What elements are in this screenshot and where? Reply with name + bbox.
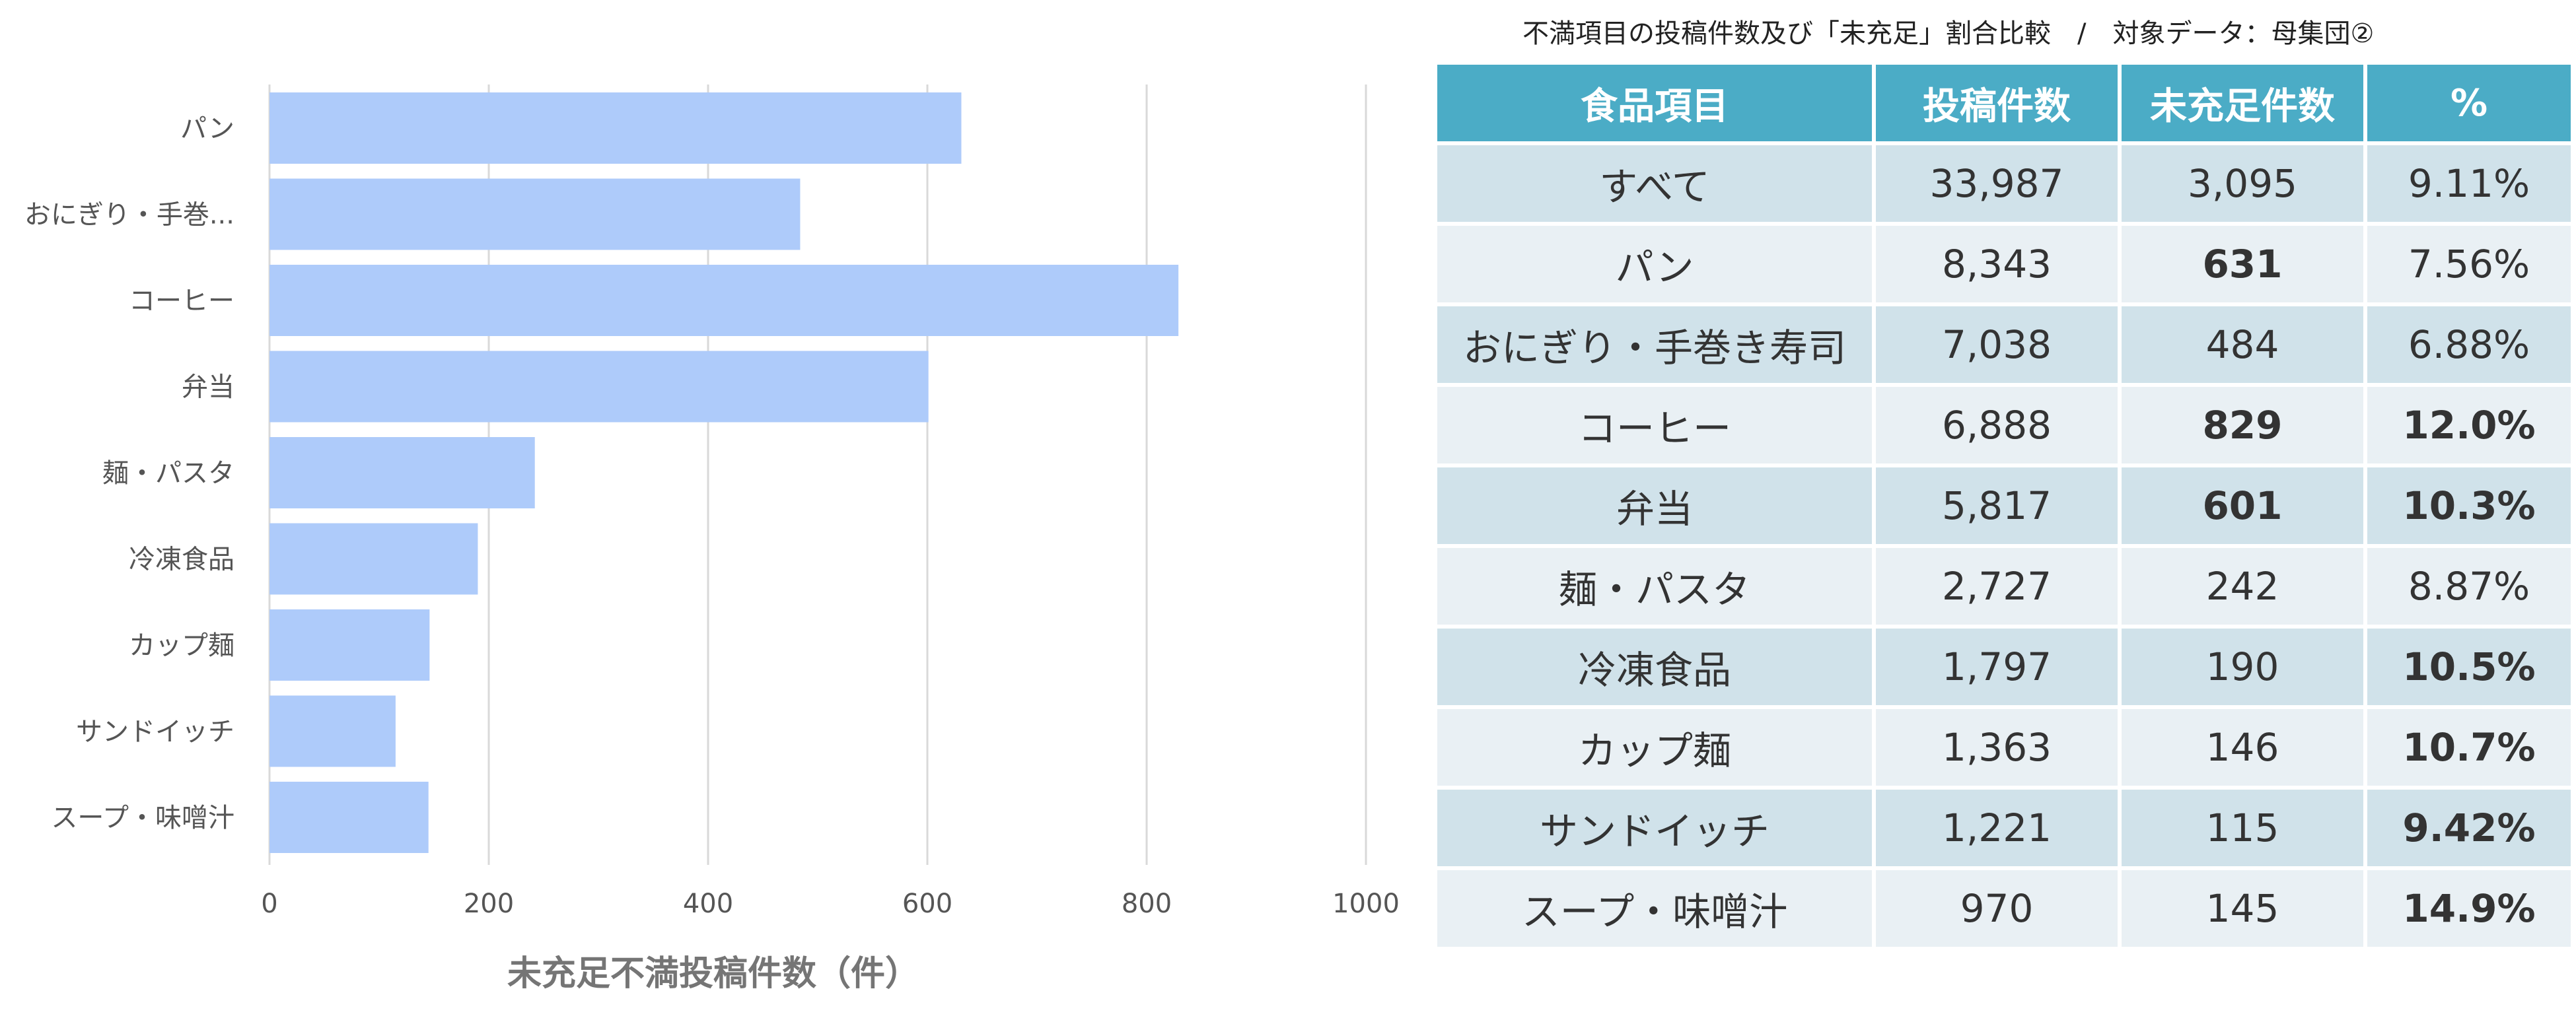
table-row: おにぎり・手巻き寿司 7,038 484 6.88% [1437, 306, 2571, 383]
cell-percent: 12.0% [2367, 387, 2571, 463]
x-tick-label: 1000 [1332, 889, 1400, 919]
category-label: おにぎり・手巻... [24, 200, 234, 230]
cell-item: コーヒー [1437, 387, 1872, 463]
cell-item: おにぎり・手巻き寿司 [1437, 306, 1872, 383]
header-unmet: 未充足件数 [2122, 65, 2363, 141]
category-label: パン [180, 114, 234, 144]
bar [269, 782, 429, 853]
x-tick-labels: 0 200 400 600 800 1000 [261, 889, 1400, 919]
cell-percent: 9.42% [2367, 790, 2571, 866]
cell-item: 麺・パスタ [1437, 548, 1872, 625]
x-tick-label: 0 [261, 889, 277, 919]
cell-percent: 6.88% [2367, 306, 2571, 383]
x-tick-label: 800 [1122, 889, 1172, 919]
cell-unmet: 115 [2122, 790, 2363, 866]
cell-item: カップ麺 [1437, 709, 1872, 786]
table-row: 麺・パスタ 2,727 242 8.87% [1437, 548, 2571, 625]
cell-unmet: 146 [2122, 709, 2363, 786]
category-label: サンドイッチ [76, 717, 234, 747]
cell-item: スープ・味噌汁 [1437, 870, 1872, 947]
cell-percent: 10.7% [2367, 709, 2571, 786]
category-label: 麺・パスタ [102, 458, 234, 489]
category-label: 弁当 [182, 372, 234, 403]
category-label: スープ・味噌汁 [51, 803, 234, 833]
table-row: スープ・味噌汁 970 145 14.9% [1437, 870, 2571, 947]
category-label: カップ麺 [129, 631, 234, 661]
header-posts: 投稿件数 [1876, 65, 2118, 141]
cell-unmet: 484 [2122, 306, 2363, 383]
cell-posts: 2,727 [1876, 548, 2118, 625]
x-tick-label: 600 [902, 889, 952, 919]
cell-unmet: 601 [2122, 467, 2363, 544]
cell-posts: 7,038 [1876, 306, 2118, 383]
cell-percent: 10.3% [2367, 467, 2571, 544]
bar [269, 695, 396, 767]
header-item: 食品項目 [1437, 65, 1872, 141]
table-row: サンドイッチ 1,221 115 9.42% [1437, 790, 2571, 866]
cell-posts: 1,363 [1876, 709, 2118, 786]
table-header-row: 食品項目 投稿件数 未充足件数 % [1437, 65, 2571, 141]
cell-item: 弁当 [1437, 467, 1872, 544]
cell-unmet: 145 [2122, 870, 2363, 947]
x-tick-label: 200 [464, 889, 514, 919]
bar [269, 609, 430, 681]
table-row: パン 8,343 631 7.56% [1437, 226, 2571, 302]
cell-percent: 10.5% [2367, 629, 2571, 705]
table-row: コーヒー 6,888 829 12.0% [1437, 387, 2571, 463]
cell-posts: 970 [1876, 870, 2118, 947]
cell-posts: 1,797 [1876, 629, 2118, 705]
bars [269, 92, 1179, 853]
bar [269, 437, 535, 508]
header-percent: % [2367, 65, 2571, 141]
table-row: 弁当 5,817 601 10.3% [1437, 467, 2571, 544]
cell-unmet: 631 [2122, 226, 2363, 302]
category-label: コーヒー [129, 286, 234, 316]
table-row: すべて 33,987 3,095 9.11% [1437, 145, 2571, 222]
bar [269, 265, 1179, 336]
bar [269, 523, 478, 595]
bar [269, 92, 962, 164]
cell-percent: 9.11% [2367, 145, 2571, 222]
cell-posts: 33,987 [1876, 145, 2118, 222]
cell-item: サンドイッチ [1437, 790, 1872, 866]
cell-item: パン [1437, 226, 1872, 302]
table-row: 冷凍食品 1,797 190 10.5% [1437, 629, 2571, 705]
cell-posts: 1,221 [1876, 790, 2118, 866]
data-table: 食品項目 投稿件数 未充足件数 % すべて 33,987 3,095 9.11% パン 8… [1433, 61, 2575, 951]
cell-posts: 6,888 [1876, 387, 2118, 463]
cell-percent: 14.9% [2367, 870, 2571, 947]
table-title: 不満項目の投稿件数及び「未充足」割合比較 / 対象データ：母集団② [1522, 18, 2375, 49]
x-tick-label: 400 [683, 889, 733, 919]
cell-item: すべて [1437, 145, 1872, 222]
category-label: 冷凍食品 [129, 545, 234, 575]
bar [269, 351, 929, 423]
x-axis-title: 未充足不満投稿件数（件） [507, 954, 919, 994]
cell-unmet: 3,095 [2122, 145, 2363, 222]
cell-posts: 5,817 [1876, 467, 2118, 544]
cell-percent: 8.87% [2367, 548, 2571, 625]
table-row: カップ麺 1,363 146 10.7% [1437, 709, 2571, 786]
cell-unmet: 242 [2122, 548, 2363, 625]
cell-item: 冷凍食品 [1437, 629, 1872, 705]
bar [269, 178, 801, 250]
cell-unmet: 190 [2122, 629, 2363, 705]
cell-percent: 7.56% [2367, 226, 2571, 302]
cell-unmet: 829 [2122, 387, 2363, 463]
cell-posts: 8,343 [1876, 226, 2118, 302]
